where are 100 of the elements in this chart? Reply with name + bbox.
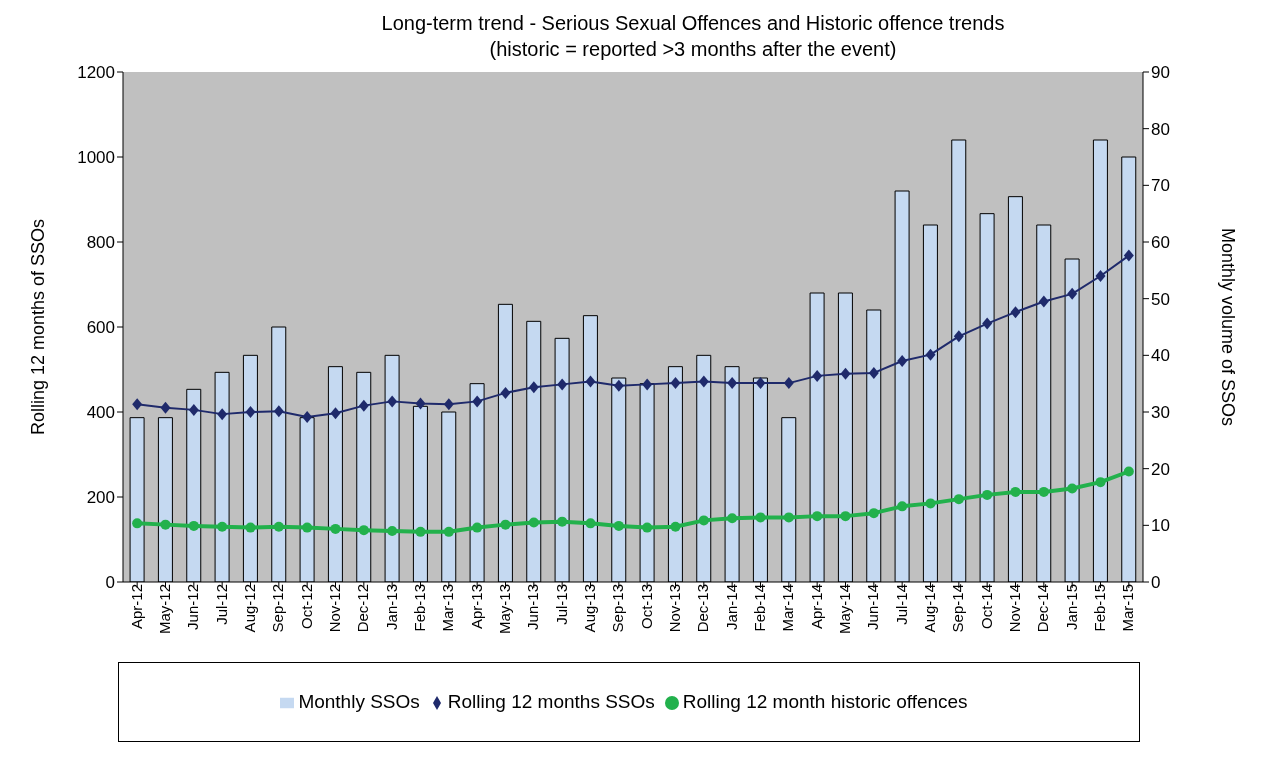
point [160, 519, 171, 530]
y2-axis-title: Monthly volume of SSOs [1217, 227, 1238, 427]
x-tick-label: Apr-14 [807, 584, 825, 630]
point [613, 379, 624, 392]
point [642, 522, 653, 533]
y2-tick-label: 10 [1151, 516, 1170, 536]
x-tick-label: Jan-15 [1062, 584, 1080, 630]
x-tick-label: May-12 [156, 584, 174, 635]
point [1067, 483, 1078, 494]
x-tick-label: Jun-12 [184, 584, 202, 630]
point [925, 498, 936, 509]
x-tick-label: Sep-12 [269, 584, 287, 633]
point [868, 508, 879, 519]
chart-subtitle: (historic = reported >3 months after the event) [488, 37, 898, 62]
y2-tick-label: 40 [1151, 346, 1170, 366]
point [1123, 466, 1134, 477]
point [698, 375, 709, 388]
point [217, 521, 228, 532]
point [217, 408, 228, 421]
x-tick-label: Oct-14 [977, 584, 995, 630]
point [897, 501, 908, 512]
point [783, 377, 794, 390]
x-tick-label: Dec-14 [1034, 584, 1052, 633]
x-tick-label: Jun-14 [864, 584, 882, 630]
y2-tick-label: 60 [1151, 233, 1170, 253]
point [1123, 249, 1134, 262]
x-tick-label: Aug-13 [581, 584, 599, 633]
point [613, 520, 624, 531]
point [387, 395, 398, 408]
x-tick-label: Oct-13 [637, 584, 655, 630]
x-tick-label: Aug-12 [241, 584, 259, 633]
point [472, 522, 483, 533]
x-tick-label: Jan-14 [722, 584, 740, 630]
point [528, 381, 539, 394]
point [1010, 486, 1021, 497]
point [698, 515, 709, 526]
x-tick-label: Mar-14 [779, 584, 797, 632]
point [783, 512, 794, 523]
point [1010, 306, 1021, 319]
point [500, 386, 511, 399]
point [982, 489, 993, 500]
point [868, 366, 879, 379]
legend-label: Rolling 12 month historic offences [682, 691, 968, 712]
y2-tick-label: 30 [1151, 403, 1170, 423]
x-tick-label: Jul-14 [892, 584, 910, 625]
x-tick-label: Dec-12 [354, 584, 372, 633]
point [358, 525, 369, 536]
y-tick-label: 200 [86, 488, 115, 508]
x-tick-label: Apr-12 [127, 584, 145, 630]
chart-title: Long-term trend - Serious Sexual Offences and Historic offence trends [380, 11, 1006, 36]
y2-tick-label: 20 [1151, 459, 1170, 479]
y-tick-label: 0 [105, 573, 115, 593]
x-tick-label: Feb-13 [411, 584, 429, 632]
point [557, 516, 568, 527]
point [727, 377, 738, 390]
point [188, 403, 199, 416]
point [727, 513, 738, 524]
point [302, 411, 313, 424]
point [387, 526, 398, 536]
x-tick-label: Feb-15 [1091, 584, 1109, 632]
point [953, 494, 964, 505]
x-tick-label: Jun-13 [524, 584, 542, 630]
y2-tick-label: 70 [1151, 176, 1170, 196]
point [273, 405, 284, 418]
y-tick-label: 800 [86, 233, 115, 253]
point [528, 517, 539, 528]
x-tick-label: Mar-13 [439, 584, 457, 632]
point [443, 526, 454, 537]
legend-label: Rolling 12 months SSOs [447, 691, 655, 712]
point [755, 377, 766, 390]
point [755, 512, 766, 523]
x-tick-label: May-14 [836, 584, 854, 635]
x-tick-label: Nov-12 [326, 584, 344, 633]
point [812, 369, 823, 382]
point [840, 367, 851, 380]
point [415, 526, 426, 537]
y-tick-label: 1000 [77, 148, 115, 168]
x-tick-label: Oct-12 [297, 584, 315, 630]
point [670, 377, 681, 390]
point [953, 330, 964, 343]
point [840, 511, 851, 522]
y2-tick-label: 50 [1151, 289, 1170, 309]
y-tick-label: 600 [86, 318, 115, 338]
x-tick-label: Mar-15 [1119, 584, 1137, 632]
point [443, 398, 454, 411]
x-tick-label: Nov-14 [1006, 584, 1024, 633]
point [245, 406, 256, 418]
x-tick-label: Jul-12 [212, 584, 230, 625]
point [358, 399, 369, 412]
point [132, 398, 143, 411]
point [500, 519, 511, 530]
point [585, 375, 596, 388]
point [160, 401, 171, 414]
x-tick-label: Dec-13 [694, 584, 712, 633]
legend-label: Monthly SSOs [298, 691, 420, 712]
x-tick-label: Jul-13 [552, 584, 570, 625]
point [273, 521, 284, 532]
x-tick-label: Nov-13 [666, 584, 684, 633]
point [132, 518, 143, 529]
y-tick-label: 400 [86, 403, 115, 423]
